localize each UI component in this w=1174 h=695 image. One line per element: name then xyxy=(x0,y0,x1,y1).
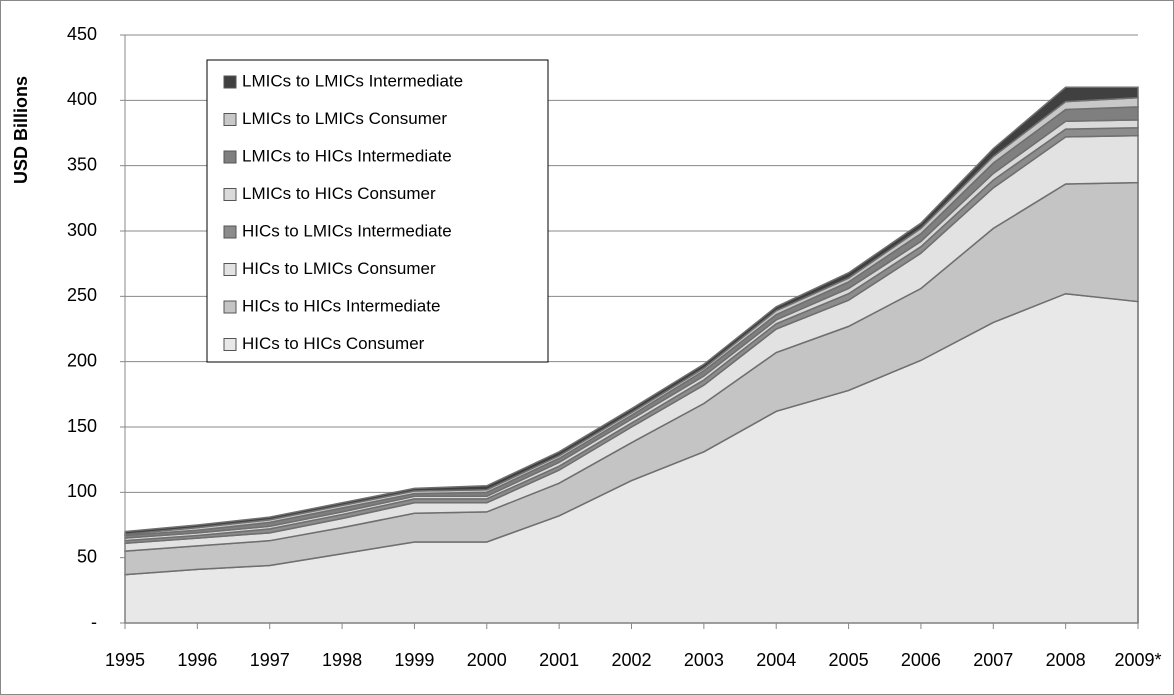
x-tick-label: 2006 xyxy=(901,650,941,670)
y-tick-label: 150 xyxy=(67,416,97,436)
legend-swatch xyxy=(223,75,237,89)
x-tick-label: 1997 xyxy=(250,650,290,670)
legend-swatch xyxy=(223,263,237,276)
y-tick-label: 50 xyxy=(77,546,97,566)
y-tick-label: 350 xyxy=(67,154,97,174)
legend-swatch xyxy=(223,225,237,239)
legend-swatch xyxy=(223,300,237,314)
area xyxy=(124,86,1139,535)
legend-label: LMICs to HICs Consumer xyxy=(242,184,436,203)
y-tick-label: 400 xyxy=(67,89,97,109)
legend-label: HICs to HICs Consumer xyxy=(242,334,425,353)
x-tick-label: 1999 xyxy=(394,650,434,670)
x-tick-label: 2004 xyxy=(756,650,796,670)
x-tick-label: 1998 xyxy=(322,650,362,670)
x-tick-label: 2009* xyxy=(1114,650,1161,670)
legend-swatch xyxy=(223,113,237,126)
y-tick-label: 300 xyxy=(67,220,97,240)
legend-swatch xyxy=(223,338,237,351)
x-tick-label: 1996 xyxy=(177,650,217,670)
legend-label: HICs to HICs Intermediate xyxy=(242,296,440,315)
legend xyxy=(206,59,549,363)
legend-label: LMICs to LMICs Intermediate xyxy=(242,71,463,90)
y-tick-label: 250 xyxy=(67,285,97,305)
y-tick-label: 200 xyxy=(67,350,97,370)
x-tick-label: 2002 xyxy=(611,650,651,670)
y-tick-label: - xyxy=(91,612,97,632)
legend-label: HICs to LMICs Consumer xyxy=(242,259,436,278)
x-tick-label: 1995 xyxy=(105,650,145,670)
x-tick-label: 2008 xyxy=(1046,650,1086,670)
y-axis-label: USD Billions xyxy=(11,76,31,184)
y-tick-label: 100 xyxy=(67,481,97,501)
legend-label: LMICs to HICs Intermediate xyxy=(242,146,452,165)
x-tick-label: 2007 xyxy=(973,650,1013,670)
legend-label: HICs to LMICs Intermediate xyxy=(242,221,452,240)
x-tick-label: 2000 xyxy=(467,650,507,670)
legend-swatch xyxy=(223,188,237,201)
legend-swatch xyxy=(223,150,237,164)
legend-label: LMICs to LMICs Consumer xyxy=(242,109,447,128)
x-tick-label: 2005 xyxy=(829,650,869,670)
y-tick-label: 450 xyxy=(67,24,97,44)
x-tick-label: 2001 xyxy=(539,650,579,670)
x-tick-label: 2003 xyxy=(684,650,724,670)
